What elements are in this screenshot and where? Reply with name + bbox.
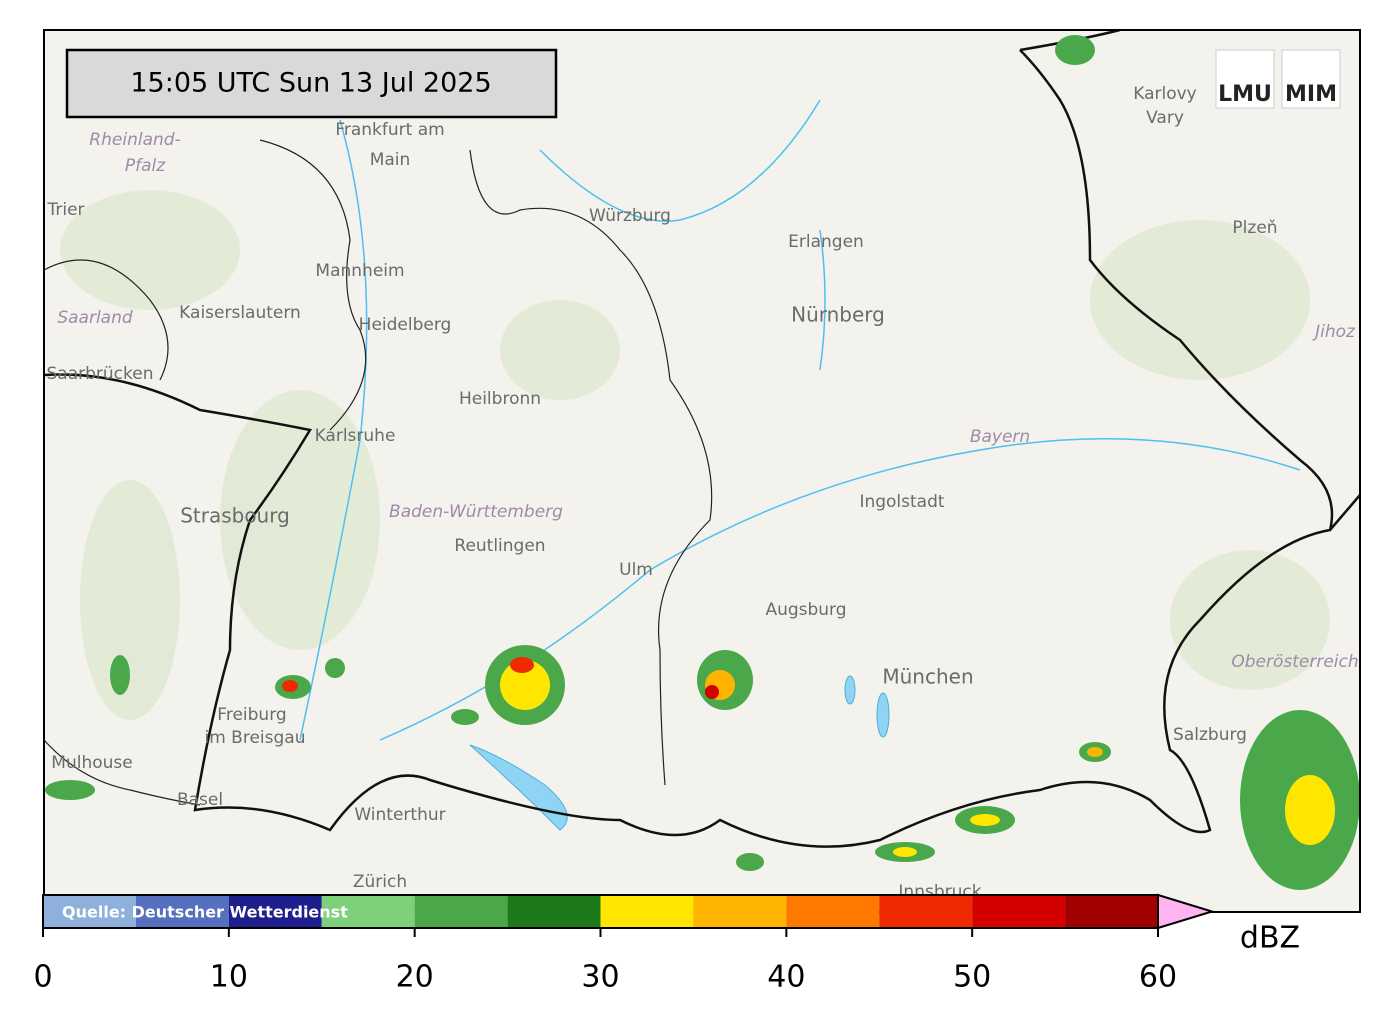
region-label: Baden-Württemberg <box>389 502 563 522</box>
source-label: Quelle: Deutscher Wetterdienst <box>62 903 348 922</box>
city-label: Mannheim <box>315 261 404 281</box>
tick-label: 40 <box>767 960 805 995</box>
colorbar-segment <box>786 895 880 928</box>
city-label: München <box>882 665 973 689</box>
city-label: Freiburg <box>217 705 286 725</box>
colorbar-segment <box>879 895 973 928</box>
colorbar-segment <box>135 895 229 928</box>
logo-text: MIM <box>1285 82 1337 107</box>
region-label: Saarland <box>57 308 133 328</box>
colorbar-segment <box>321 895 415 928</box>
city-label: Augsburg <box>765 600 846 620</box>
city-label: Ingolstadt <box>859 492 944 512</box>
tick-label: 30 <box>581 960 619 995</box>
tick-label: 0 <box>33 960 52 995</box>
city-label: Strasbourg <box>180 504 290 528</box>
tick-label: 50 <box>953 960 991 995</box>
city-label: Plzeň <box>1232 218 1277 238</box>
colorbar-segment <box>414 895 508 928</box>
tick-label: 20 <box>396 960 434 995</box>
city-label: Karlsruhe <box>315 426 396 446</box>
colorbar-segment <box>972 895 1066 928</box>
logo-text: LMU <box>1218 82 1272 107</box>
city-label: Nürnberg <box>791 303 885 327</box>
region-label: Pfalz <box>125 156 166 176</box>
logo-box <box>1281 49 1341 109</box>
colorbar-segment <box>228 895 322 928</box>
place-labels: Frankfurt am Main Rheinland- Pfalz Trier… <box>46 84 1358 902</box>
city-label: Basel <box>177 790 223 810</box>
radar-echoes <box>45 35 1360 890</box>
colorbar-segment <box>600 895 694 928</box>
region-label: Jihoz <box>1312 322 1356 342</box>
colorbar-unit: dBZ <box>1240 921 1300 956</box>
city-label: Salzburg <box>1173 725 1247 745</box>
city-label: Karlovy <box>1133 84 1197 104</box>
colorbar: Quelle: Deutscher Wetterdienst 0 10 20 30 40 5… <box>33 893 1300 995</box>
city-label: Mulhouse <box>51 753 132 773</box>
city-label: Frankfurt am <box>335 120 444 140</box>
city-label: Würzburg <box>589 206 671 226</box>
colorbar-segment <box>693 895 787 928</box>
city-label: Vary <box>1146 108 1184 128</box>
state-borders <box>43 139 713 806</box>
tick-label: 10 <box>210 960 248 995</box>
colorbar-segment <box>507 895 601 928</box>
colorbar-segment <box>43 895 136 928</box>
city-label: Kaiserslautern <box>179 303 301 323</box>
city-label: Heilbronn <box>459 389 541 409</box>
timestamp: 15:05 UTC Sun 13 Jul 2025 <box>130 68 491 99</box>
region-label: Bayern <box>970 427 1030 447</box>
tick-label: 60 <box>1139 960 1177 995</box>
city-label: Saarbrücken <box>47 364 154 384</box>
city-label: Ulm <box>619 560 653 580</box>
city-label: Winterthur <box>354 805 445 825</box>
logo-box <box>1215 49 1275 109</box>
city-label: Erlangen <box>788 232 864 252</box>
city-label: Heidelberg <box>359 315 452 335</box>
city-label: Reutlingen <box>454 536 545 556</box>
forest-areas <box>60 190 1330 720</box>
timestamp-box <box>65 48 558 119</box>
lakes <box>469 675 890 831</box>
colorbar-segment <box>1065 895 1158 928</box>
city-label: Main <box>370 150 411 170</box>
city-label: Zürich <box>353 872 407 892</box>
region-label: Oberösterreich <box>1231 652 1358 672</box>
region-label: Rheinland- <box>89 130 180 150</box>
city-label: Trier <box>46 200 84 220</box>
city-label: im Breisgau <box>205 728 306 748</box>
